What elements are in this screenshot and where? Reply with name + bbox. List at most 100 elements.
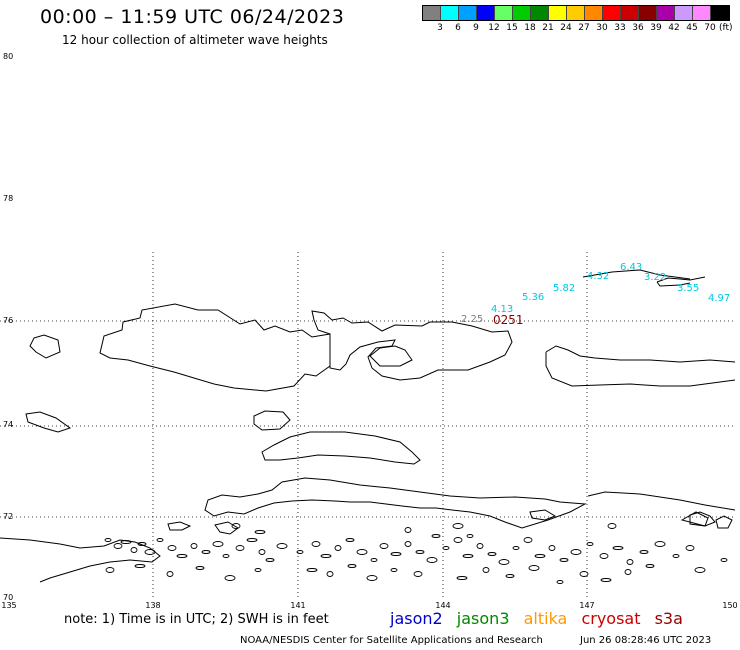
credit-line: NOAA/NESDIS Center for Satellite Applica…	[240, 635, 543, 646]
islet-outline	[482, 567, 490, 573]
wave-height-value: 3.55	[677, 283, 700, 294]
islet-outline	[654, 541, 666, 547]
coastal-islets	[104, 523, 728, 584]
wave-height-value: 3.22	[644, 272, 667, 283]
satellite-legend: jason2 jason3 altika cryosat s3a	[390, 609, 683, 628]
page-subtitle: 12 hour collection of altimeter wave hei…	[62, 33, 328, 47]
islet-outline	[379, 543, 389, 549]
islet-outline	[607, 523, 617, 529]
islet-outline	[462, 554, 474, 558]
color-scale-tick-label: 9	[473, 23, 479, 33]
islet-outline	[505, 574, 515, 578]
islet-outline	[144, 549, 156, 555]
color-scale-tick-label: 27	[578, 23, 590, 33]
coastline-island-bennett	[25, 411, 72, 433]
satellite-label-cryosat: cryosat	[581, 609, 641, 628]
color-swatch	[585, 6, 603, 20]
islet-outline	[586, 542, 594, 546]
islet-outline	[201, 550, 211, 554]
color-swatch	[459, 6, 477, 20]
islet-outline	[466, 534, 474, 538]
color-swatch	[423, 6, 441, 20]
islet-outline	[452, 523, 464, 529]
islet-outline	[626, 559, 634, 565]
color-scale-tick-label: 42	[668, 23, 680, 33]
islet-outline	[534, 554, 546, 558]
islet-outline	[476, 543, 484, 549]
islet-outline	[347, 564, 357, 568]
islet-outline	[694, 567, 706, 573]
coastline-islet	[253, 410, 291, 431]
islet-outline	[453, 537, 463, 543]
color-swatch	[441, 6, 459, 20]
islet-outline	[276, 543, 288, 549]
coastlines	[0, 276, 736, 583]
islet-outline	[134, 564, 146, 568]
islet-outline	[528, 565, 540, 571]
islet-outline	[685, 545, 695, 551]
islet-outline	[224, 575, 236, 581]
islet-outline	[156, 538, 164, 542]
islet-outline	[672, 554, 680, 558]
islet-outline	[456, 576, 468, 580]
islet-outline	[404, 541, 412, 547]
coastline-mainland	[204, 477, 587, 529]
color-scale-tick-label: 15	[506, 23, 518, 33]
lon-label-147: 147	[579, 601, 595, 610]
lat-label-80: 80	[3, 52, 14, 61]
coastline-east-shore	[587, 491, 736, 529]
lon-label-141: 141	[290, 601, 306, 610]
islet-outline	[334, 545, 342, 551]
color-swatch	[675, 6, 693, 20]
islet-outline	[579, 571, 589, 577]
islet-outline	[404, 527, 412, 533]
islet-outline	[415, 550, 425, 554]
color-swatch	[477, 6, 495, 20]
islet-outline	[265, 558, 275, 562]
color-swatch	[657, 6, 675, 20]
islet-outline	[548, 545, 556, 551]
graticule-lines	[0, 252, 735, 600]
islet-outline	[326, 571, 334, 577]
lon-label-150: 150	[722, 601, 738, 610]
islet-outline	[345, 538, 355, 542]
islet-outline	[600, 578, 612, 582]
color-scale-tick-label: 6	[455, 23, 461, 33]
color-scale-tick-label: 36	[632, 23, 644, 33]
coastline-island-west	[29, 334, 61, 359]
islet-outline	[254, 568, 262, 572]
islet-outline	[413, 571, 423, 577]
lon-label-135: 135	[1, 601, 17, 610]
islet-outline	[120, 540, 132, 544]
islet-outline	[166, 571, 174, 577]
islet-outline	[487, 552, 497, 556]
coastline-inner-lake	[369, 345, 413, 367]
satellite-label-jason3: jason3	[456, 609, 510, 628]
islet-outline	[390, 552, 402, 556]
islet-outline	[498, 559, 510, 565]
color-scale-legend: (ft) 3 6 9 12 15 18 21 24 27 30 33 36 39 42 45 70	[422, 5, 733, 35]
coastline-island-northeast	[656, 276, 706, 287]
islet-outline	[296, 550, 304, 554]
islet-outline	[559, 558, 569, 562]
color-swatch	[513, 6, 531, 20]
islet-outline	[431, 534, 441, 538]
islet-outline	[523, 537, 533, 543]
wave-height-value: 5.82	[553, 283, 576, 294]
islet-outline	[311, 541, 321, 547]
islet-outline	[370, 558, 378, 562]
coastline-east-island	[545, 345, 736, 387]
color-scale-tick-label: 12	[488, 23, 500, 33]
islet-outline	[235, 545, 245, 551]
color-swatch	[639, 6, 657, 20]
wave-height-value: 2.25	[461, 314, 484, 325]
color-scale-swatches	[422, 5, 730, 21]
islet-outline	[320, 554, 332, 558]
wave-height-value: 4.97	[708, 293, 731, 304]
color-scale-tick-label: 24	[560, 23, 572, 33]
legend-unit: (ft)	[719, 23, 733, 33]
color-swatch	[549, 6, 567, 20]
islet-outline	[254, 530, 266, 534]
color-swatch	[495, 6, 513, 20]
